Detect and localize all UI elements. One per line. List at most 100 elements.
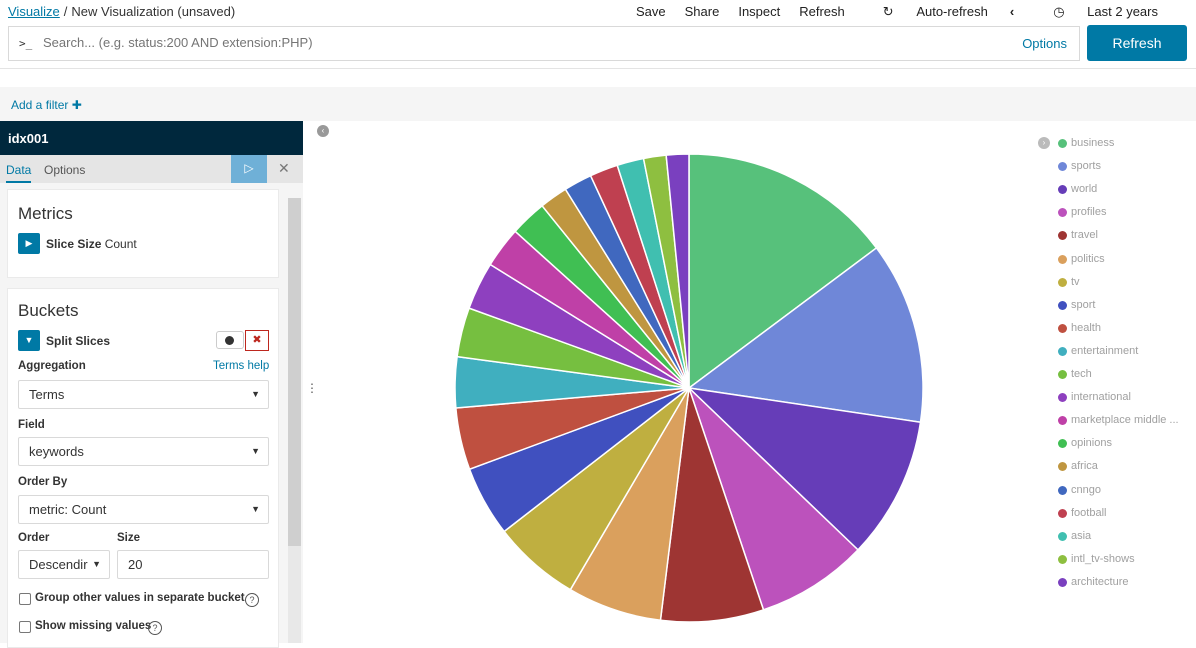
show-missing-checkbox[interactable]: [19, 621, 31, 633]
chart-area: [313, 121, 1196, 643]
legend-label: marketplace middle ...: [1071, 414, 1179, 427]
legend-label: world: [1071, 183, 1098, 196]
tab-data[interactable]: Data: [6, 163, 32, 183]
legend-label: international: [1071, 391, 1131, 404]
order-by-select[interactable]: metric: Count ▼: [18, 495, 269, 524]
legend-item[interactable]: asia: [1058, 530, 1188, 544]
pie-slice-architecture[interactable]: [665, 153, 690, 389]
pie-slice-business[interactable]: [688, 153, 878, 390]
tab-options[interactable]: Options: [44, 163, 86, 177]
field-select[interactable]: keywords ▼: [18, 437, 269, 466]
scrollbar-thumb[interactable]: [288, 198, 301, 546]
time-picker-button[interactable]: ◷ Last 2 years: [1034, 4, 1158, 20]
legend-item[interactable]: health: [1058, 322, 1188, 336]
legend-item[interactable]: profiles: [1058, 206, 1188, 220]
close-icon: ✖: [252, 334, 262, 346]
legend-item[interactable]: tech: [1058, 368, 1188, 382]
query-options-link[interactable]: Options: [1022, 36, 1067, 51]
apply-changes-button[interactable]: ▷: [231, 155, 267, 183]
metric-agg-name: Slice Size: [46, 237, 102, 251]
legend-item[interactable]: business: [1058, 137, 1188, 151]
aggregation-value: Terms: [29, 387, 65, 402]
terms-help-link[interactable]: Terms help: [213, 360, 270, 372]
legend-item[interactable]: sport: [1058, 299, 1188, 313]
legend-item[interactable]: world: [1058, 183, 1188, 197]
order-select[interactable]: Descendir ▼: [18, 550, 110, 579]
legend-color-dot: [1058, 162, 1067, 172]
query-bar: >_ Options Refresh: [0, 24, 1196, 64]
sidebar-scrollbar[interactable]: [288, 198, 301, 643]
remove-agg-button[interactable]: ✖: [245, 330, 269, 351]
toggle-legend-icon[interactable]: ›: [1038, 137, 1050, 149]
pie-slice-profiles[interactable]: [688, 387, 860, 611]
legend-item[interactable]: opinions: [1058, 437, 1188, 451]
legend-item[interactable]: cnngo: [1058, 484, 1188, 498]
show-missing-label: Show missing values: [35, 620, 152, 632]
breadcrumb: Visualize / New Visualization (unsaved): [8, 4, 235, 19]
legend-color-dot: [1058, 577, 1067, 587]
query-box: >_ Options: [8, 26, 1080, 61]
legend-item[interactable]: africa: [1058, 460, 1188, 474]
legend-item[interactable]: architecture: [1058, 576, 1188, 590]
legend-label: sports: [1071, 160, 1101, 173]
share-button[interactable]: Share: [684, 4, 720, 19]
legend-color-dot: [1058, 508, 1067, 518]
pie-slice-sports[interactable]: [687, 246, 924, 424]
search-input[interactable]: [43, 35, 943, 50]
legend-item[interactable]: tv: [1058, 276, 1188, 290]
caret-down-icon: ▼: [251, 446, 260, 456]
legend-item[interactable]: international: [1058, 391, 1188, 405]
legend-item[interactable]: sports: [1058, 160, 1188, 174]
breadcrumb-separator: /: [63, 4, 68, 19]
filter-bar: Add a filter ✚: [0, 68, 1196, 122]
discard-changes-icon[interactable]: ✕: [278, 160, 290, 176]
legend-item[interactable]: intl_tv-shows: [1058, 553, 1188, 567]
legend-label: entertainment: [1071, 344, 1139, 357]
buckets-title: Buckets: [18, 301, 79, 320]
legend-color-dot: [1058, 185, 1067, 195]
breadcrumb-current: New Visualization (unsaved): [71, 4, 236, 19]
legend-label: asia: [1071, 529, 1092, 542]
legend-item[interactable]: marketplace middle ...: [1058, 414, 1188, 428]
pie-slice-world[interactable]: [686, 386, 922, 551]
buckets-panel: Buckets ▼ Split Slices ✖ Aggregation Ter…: [7, 288, 279, 648]
toggle-agg-switch[interactable]: [216, 331, 244, 349]
legend-color-dot: [1058, 416, 1067, 426]
size-input[interactable]: 20: [117, 550, 269, 579]
pie-slice-travel[interactable]: [659, 387, 765, 623]
legend-color-dot: [1058, 462, 1067, 472]
inspect-button[interactable]: Inspect: [738, 4, 781, 19]
add-filter-link[interactable]: Add a filter ✚: [11, 98, 82, 112]
legend-item[interactable]: football: [1058, 507, 1188, 521]
legend-color-dot: [1058, 208, 1067, 218]
panel-resize-handle[interactable]: ⋮: [306, 381, 318, 395]
breadcrumb-visualize-link[interactable]: Visualize: [8, 4, 60, 19]
refresh-button[interactable]: Refresh: [1087, 25, 1187, 61]
collapse-sidebar-icon[interactable]: ‹: [317, 125, 329, 137]
group-other-label: Group other values in separate bucket: [35, 592, 245, 604]
chevron-down-icon[interactable]: ▼: [18, 330, 40, 351]
chevron-left-icon[interactable]: ‹: [1009, 4, 1015, 19]
auto-refresh-button[interactable]: ↻ Auto-refresh: [864, 4, 988, 20]
query-prompt-icon: >_: [19, 37, 33, 50]
metric-agg-label: Slice Size Count: [46, 237, 137, 251]
chevron-right-icon[interactable]: ▶: [18, 233, 40, 254]
save-button[interactable]: Save: [635, 4, 666, 19]
pie-chart: [454, 153, 924, 623]
legend-item[interactable]: travel: [1058, 229, 1188, 243]
split-slices-label: Split Slices: [46, 334, 111, 348]
clock-icon: ◷: [1053, 4, 1065, 19]
help-icon[interactable]: ?: [148, 621, 162, 635]
size-label: Size: [117, 532, 141, 544]
aggregation-select[interactable]: Terms ▼: [18, 380, 269, 409]
legend-item[interactable]: entertainment: [1058, 345, 1188, 359]
legend-item[interactable]: politics: [1058, 253, 1188, 267]
help-icon[interactable]: ?: [245, 593, 259, 607]
legend-label: africa: [1071, 460, 1098, 473]
refresh-nav-button[interactable]: Refresh: [799, 4, 845, 19]
legend-color-dot: [1058, 439, 1067, 449]
legend-color-dot: [1058, 300, 1067, 310]
legend-label: football: [1071, 506, 1107, 519]
top-bar: Visualize / New Visualization (unsaved) Sa…: [0, 0, 1196, 24]
group-other-checkbox[interactable]: [19, 593, 31, 605]
